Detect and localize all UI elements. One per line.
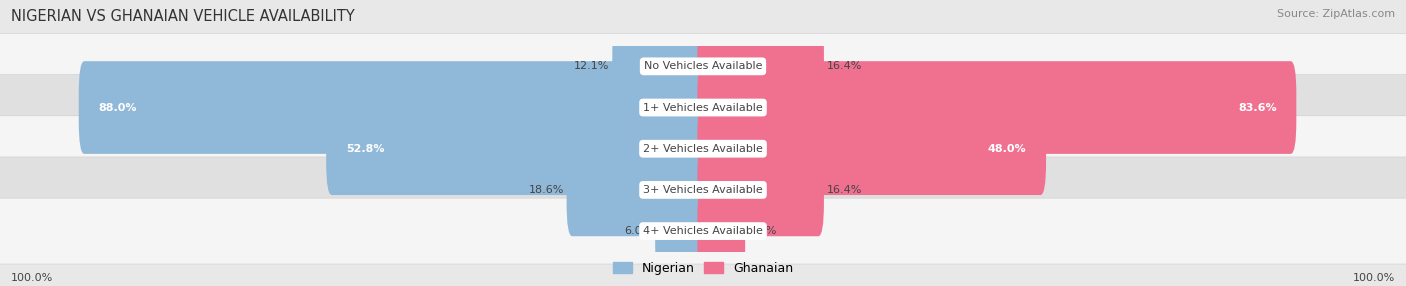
Text: 16.4%: 16.4%	[827, 185, 862, 195]
FancyBboxPatch shape	[697, 144, 824, 236]
Text: 83.6%: 83.6%	[1239, 103, 1277, 112]
Text: 52.8%: 52.8%	[346, 144, 384, 154]
Text: 4+ Vehicles Available: 4+ Vehicles Available	[643, 226, 763, 236]
FancyBboxPatch shape	[613, 20, 709, 113]
FancyBboxPatch shape	[697, 185, 745, 277]
FancyBboxPatch shape	[655, 185, 709, 277]
FancyBboxPatch shape	[697, 20, 824, 113]
FancyBboxPatch shape	[0, 157, 1406, 223]
FancyBboxPatch shape	[79, 61, 709, 154]
Legend: Nigerian, Ghanaian: Nigerian, Ghanaian	[607, 257, 799, 280]
FancyBboxPatch shape	[0, 116, 1406, 182]
Text: 100.0%: 100.0%	[11, 273, 53, 283]
Text: 3+ Vehicles Available: 3+ Vehicles Available	[643, 185, 763, 195]
Text: 16.4%: 16.4%	[827, 61, 862, 71]
Text: 48.0%: 48.0%	[988, 144, 1026, 154]
Text: 88.0%: 88.0%	[98, 103, 136, 112]
FancyBboxPatch shape	[326, 102, 709, 195]
Text: 12.1%: 12.1%	[574, 61, 610, 71]
Text: 100.0%: 100.0%	[1353, 273, 1395, 283]
FancyBboxPatch shape	[0, 33, 1406, 99]
Text: 6.0%: 6.0%	[624, 226, 652, 236]
Text: No Vehicles Available: No Vehicles Available	[644, 61, 762, 71]
FancyBboxPatch shape	[697, 61, 1296, 154]
FancyBboxPatch shape	[567, 144, 709, 236]
FancyBboxPatch shape	[697, 102, 1046, 195]
Text: 2+ Vehicles Available: 2+ Vehicles Available	[643, 144, 763, 154]
Text: Source: ZipAtlas.com: Source: ZipAtlas.com	[1277, 9, 1395, 19]
Text: 5.2%: 5.2%	[748, 226, 776, 236]
Text: NIGERIAN VS GHANAIAN VEHICLE AVAILABILITY: NIGERIAN VS GHANAIAN VEHICLE AVAILABILIT…	[11, 9, 354, 23]
Text: 18.6%: 18.6%	[529, 185, 564, 195]
FancyBboxPatch shape	[0, 198, 1406, 264]
Text: 1+ Vehicles Available: 1+ Vehicles Available	[643, 103, 763, 112]
FancyBboxPatch shape	[0, 75, 1406, 140]
